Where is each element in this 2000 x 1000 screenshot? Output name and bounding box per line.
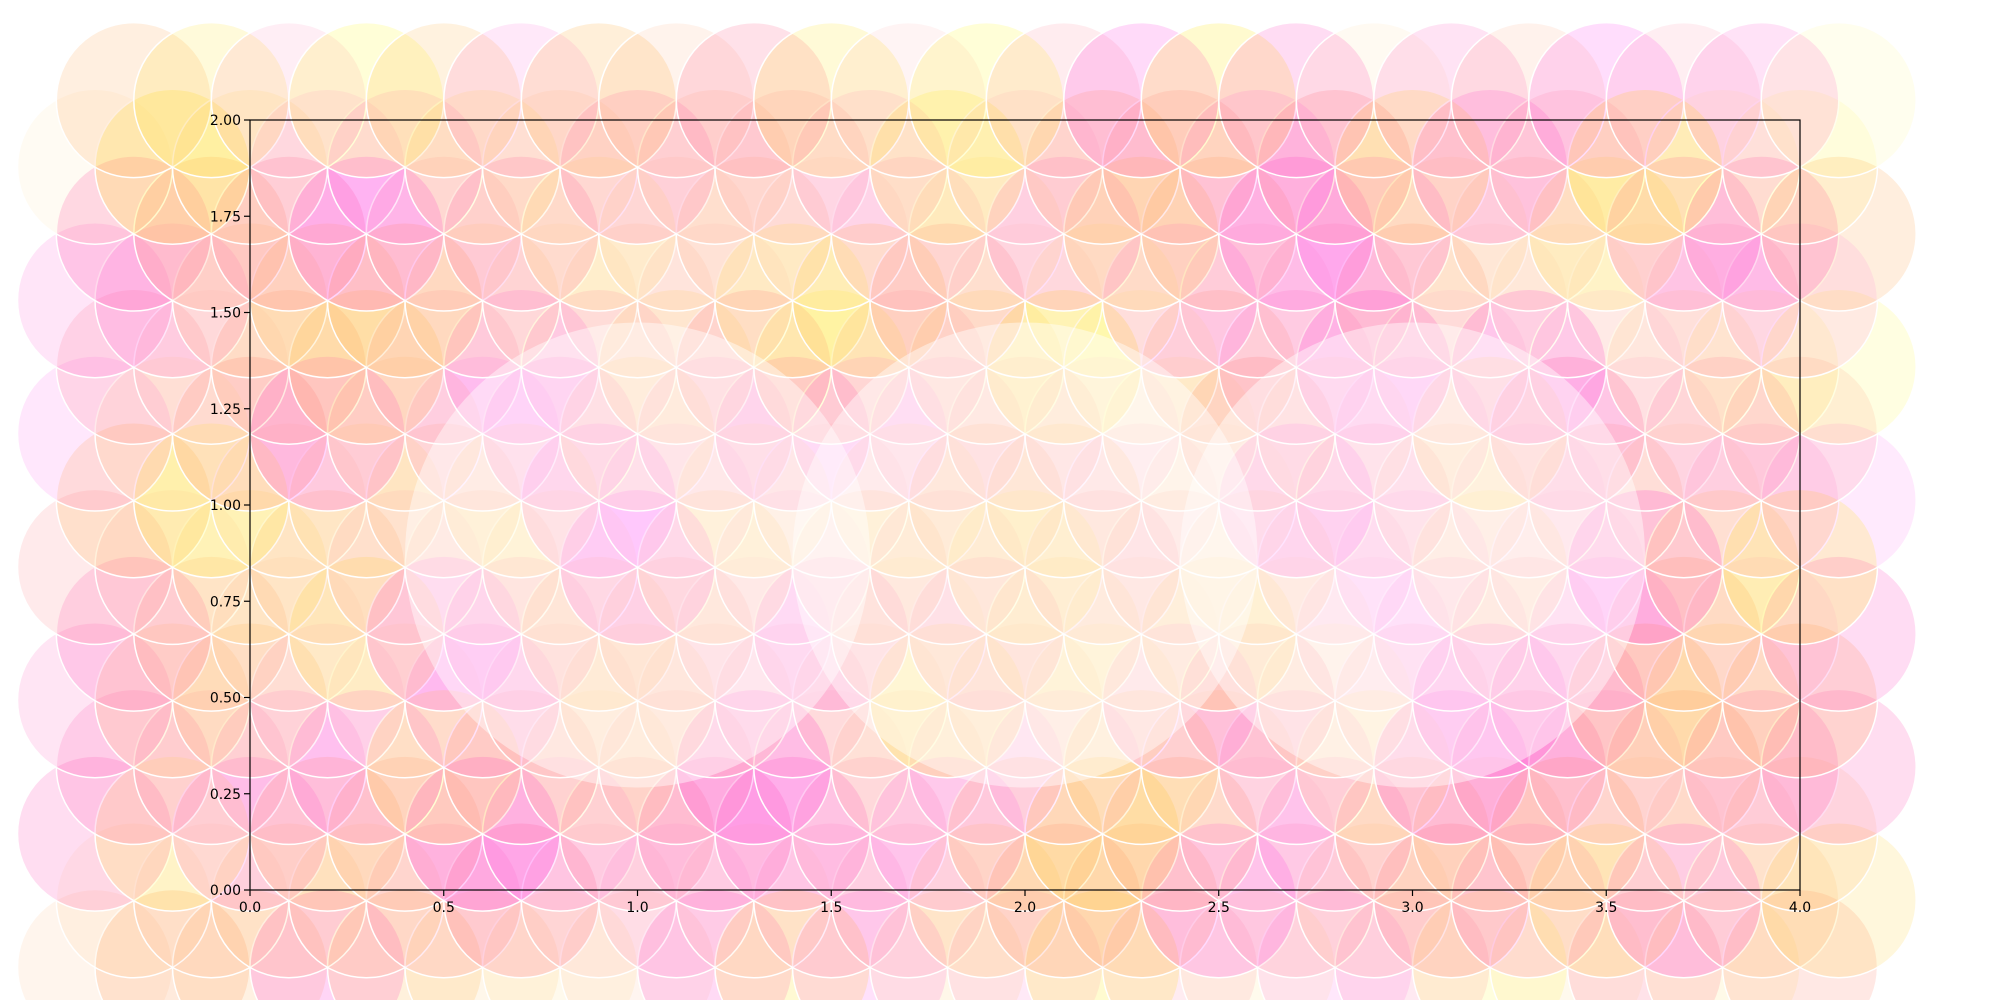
circles-layer (16, 21, 1917, 1000)
x-tick-label: 1.0 (626, 900, 648, 916)
y-tick-label: 1.50 (210, 306, 241, 322)
large-circle (792, 322, 1258, 788)
large-circle (405, 322, 870, 788)
circle-point (1760, 21, 1917, 179)
x-tick-label: 3.5 (1595, 900, 1617, 916)
y-tick-label: 0.25 (210, 787, 241, 803)
x-axis: 0.0 0.5 1.0 1.5 2.0 2.5 3.0 3.5 4.0 (239, 890, 1811, 916)
y-tick-label: 1.25 (210, 402, 241, 418)
y-tick-label: 1.00 (210, 498, 241, 514)
large-circles-layer (405, 322, 1645, 788)
y-tick-label: 1.75 (210, 209, 241, 225)
y-tick-label: 2.00 (210, 113, 241, 129)
x-tick-label: 0.0 (239, 900, 261, 916)
y-tick-label: 0.50 (210, 691, 241, 707)
large-circle (1180, 322, 1645, 788)
y-axis: 0.00 0.25 0.50 0.75 1.00 1.25 1.50 1.75 2.00 (210, 113, 250, 899)
y-tick-label: 0.75 (210, 594, 241, 610)
x-tick-label: 2.0 (1014, 900, 1036, 916)
x-tick-label: 0.5 (433, 900, 455, 916)
y-tick-label: 0.00 (210, 883, 241, 899)
x-tick-label: 3.0 (1401, 900, 1423, 916)
x-tick-label: 1.5 (820, 900, 842, 916)
x-tick-label: 2.5 (1208, 900, 1230, 916)
x-tick-label: 4.0 (1789, 900, 1811, 916)
